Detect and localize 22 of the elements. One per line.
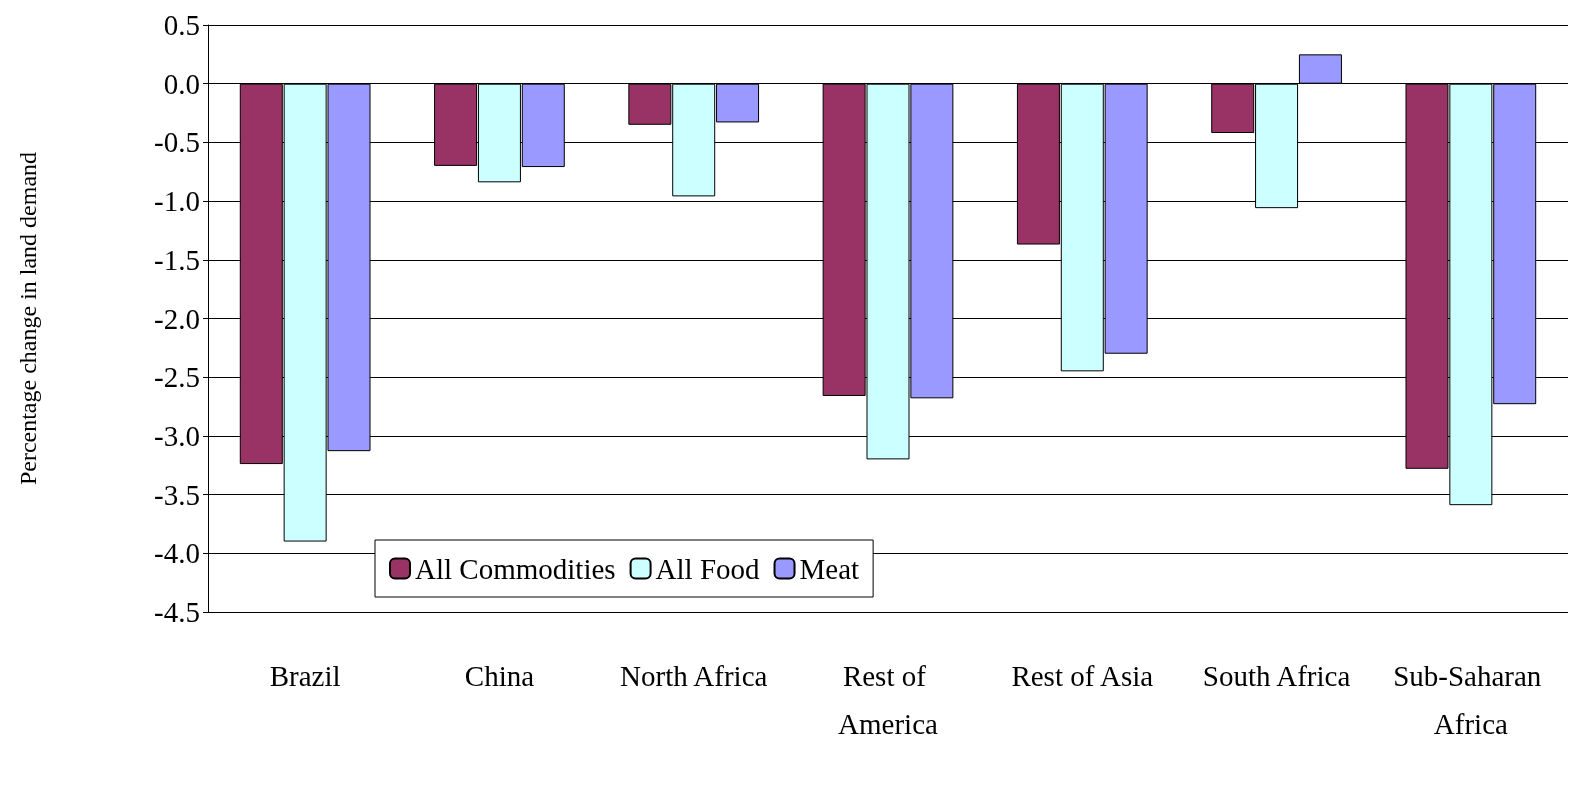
x-tick-label: South Africa	[1202, 660, 1351, 692]
legend-label: Meat	[799, 552, 860, 585]
y-tick-label: -0.5	[154, 126, 200, 159]
y-tick-label: -1.5	[154, 243, 200, 276]
x-tick-label: Brazil	[269, 660, 341, 692]
y-tick-label: -4.5	[154, 596, 200, 628]
y-tick-label: 0.5	[163, 9, 200, 41]
y-tick-label: -3.5	[154, 478, 200, 511]
y-tick-label: -3.0	[154, 419, 200, 452]
x-tick-label: Rest of America	[838, 660, 939, 740]
y-tick-label: -2.5	[154, 361, 200, 394]
x-tick-label: Sub-Saharan Africa	[1393, 660, 1549, 740]
x-tick-label: North Africa	[620, 660, 768, 692]
y-tick-label: -4.0	[154, 537, 200, 570]
y-tick-label: -2.0	[154, 302, 200, 335]
legend-label: All Commodities	[415, 552, 616, 585]
x-tick-label: Rest of Asia	[1011, 660, 1154, 692]
y-tick-label: 0.0	[163, 67, 200, 100]
y-axis-title: Percentage change in land demand	[15, 151, 41, 486]
legend-label: All Food	[655, 552, 761, 585]
x-tick-label: China	[464, 660, 535, 692]
y-tick-label: -1.0	[154, 185, 200, 218]
